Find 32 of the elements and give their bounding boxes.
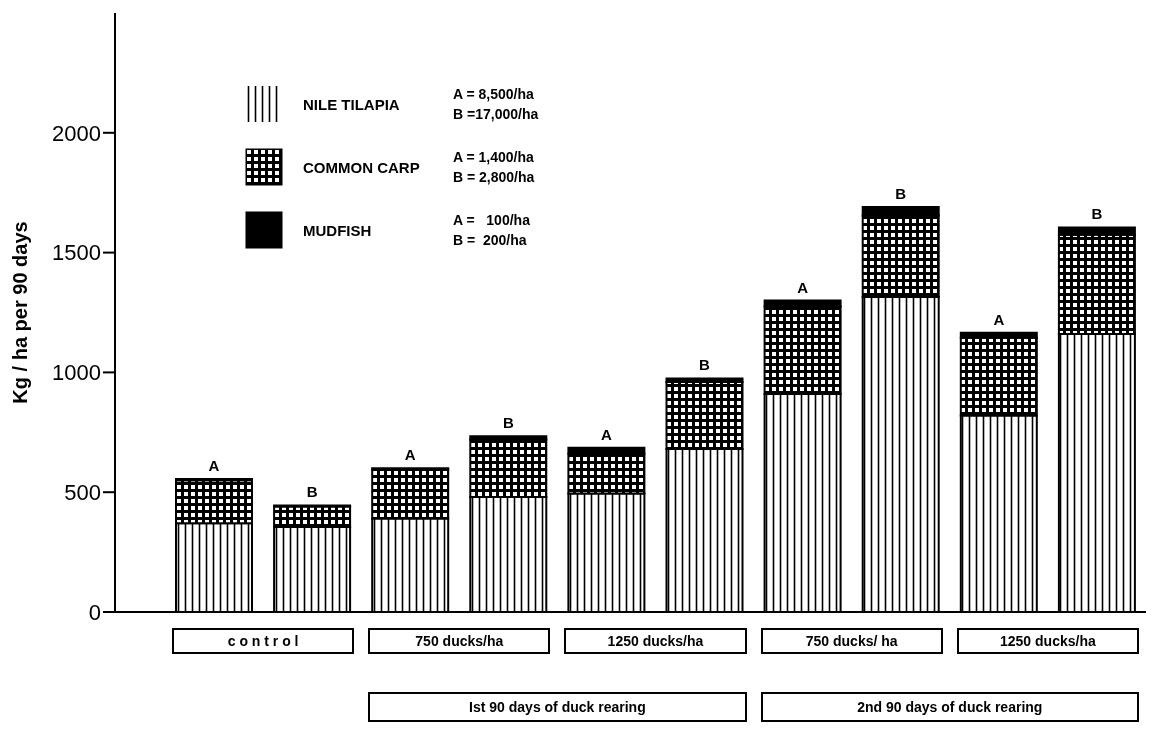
y-tick-label: 1500 [52, 240, 101, 266]
y-tick-label: 500 [64, 480, 101, 506]
label-box: 750 ducks/ ha [760, 628, 943, 654]
x-tick-label: A [208, 457, 220, 475]
y-axis-title: Kg / ha per 90 days [9, 221, 32, 404]
x-tick-label: B [1091, 205, 1103, 223]
label-box: 750 ducks/ha [368, 628, 551, 654]
label-box: 1250 ducks/ha [564, 628, 747, 654]
x-tick-label: A [797, 278, 809, 296]
x-tick-label: A [600, 425, 612, 443]
x-tick-label: A [404, 446, 416, 464]
annotation: B = 200/ha [453, 232, 527, 248]
x-tick-label: A [993, 310, 1005, 328]
annotation: B =17,000/ha [453, 106, 539, 122]
legend-label: MUDFISH [303, 221, 373, 239]
x-tick-label: B [895, 185, 907, 203]
annotation: B = 2,800/ha [453, 169, 535, 185]
y-tick-label: 2000 [52, 120, 101, 146]
annotation: A = 8,500/ha [453, 86, 534, 102]
y-tick-label: 0 [88, 599, 101, 625]
annotation: A = 100/ha [453, 212, 530, 228]
x-tick-label: B [699, 356, 711, 374]
label-box: 1250 ducks/ha [956, 628, 1139, 654]
label-box: Ist 90 days of duck rearing [368, 692, 747, 722]
legend-label: COMMON CARP [303, 158, 421, 176]
x-tick-label: B [502, 414, 514, 432]
label-box: c o n t r o l [172, 628, 355, 654]
x-tick-label: B [306, 483, 318, 501]
y-tick-label: 1000 [52, 360, 101, 386]
legend-label: NILE TILAPIA [303, 95, 401, 113]
annotation: A = 1,400/ha [453, 149, 534, 165]
label-box: 2nd 90 days of duck rearing [760, 692, 1139, 722]
